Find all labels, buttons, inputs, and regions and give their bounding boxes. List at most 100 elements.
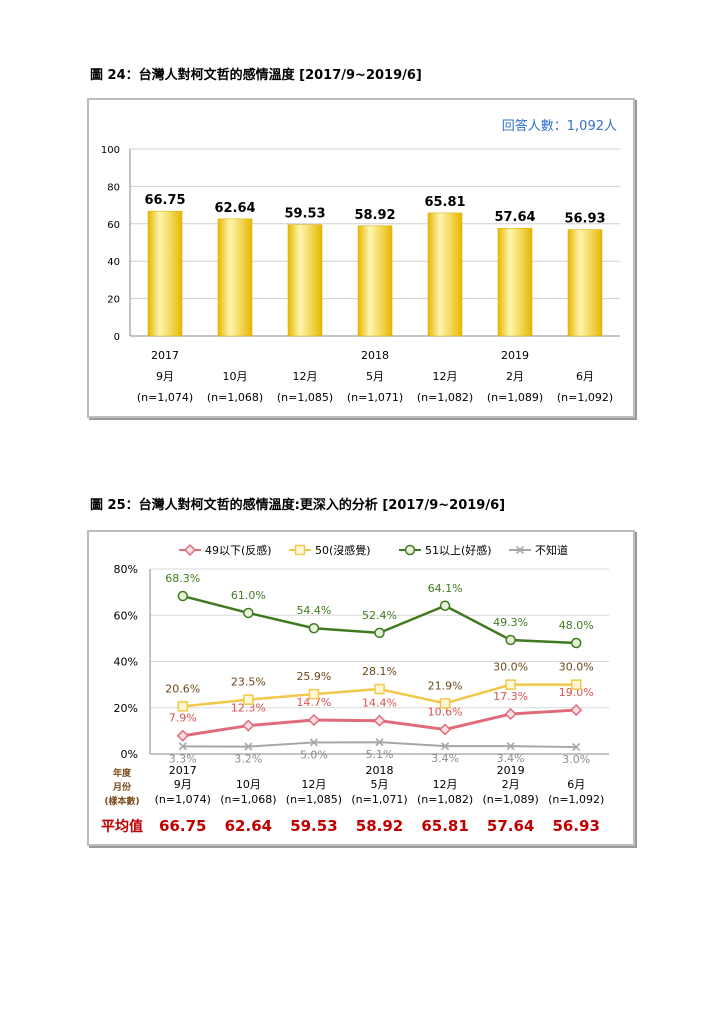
average-value: 65.81 bbox=[421, 817, 468, 835]
x-sample-label: (n=1,068) bbox=[207, 391, 263, 404]
data-point-x bbox=[441, 742, 450, 751]
average-value: 59.53 bbox=[290, 817, 337, 835]
data-label: 3.2% bbox=[234, 753, 262, 766]
series-1: 20.6% 23.5% 25.9% 28.1% 21.9% 30.0% 30.0% bbox=[165, 661, 594, 712]
average-value: 62.64 bbox=[225, 817, 272, 835]
data-point-square bbox=[308, 688, 320, 700]
data-label: 5.0% bbox=[300, 748, 328, 761]
series-0: 7.9% 12.3% 14.7% 14.4% 10.6% 17.3% 19.0% bbox=[169, 686, 594, 742]
x-month-label: 12月 bbox=[301, 778, 326, 791]
y-tick-label: 80% bbox=[114, 563, 138, 576]
x-year-label: 2017 bbox=[169, 764, 197, 777]
respondents-count: 回答人數：1,092人 bbox=[502, 118, 617, 134]
x-month-label: 12月 bbox=[293, 370, 318, 383]
data-point-square bbox=[374, 683, 385, 695]
data-label: 3.3% bbox=[169, 752, 197, 765]
data-label: 68.3% bbox=[165, 572, 200, 585]
x-sample-label: (n=1,074) bbox=[155, 793, 211, 806]
data-point-square bbox=[294, 544, 306, 556]
x-month-label: 10月 bbox=[236, 778, 261, 791]
data-label: 3.4% bbox=[431, 752, 459, 765]
bar bbox=[497, 227, 533, 337]
side-label: 月份 bbox=[112, 781, 132, 793]
data-label: 61.0% bbox=[231, 589, 266, 602]
average-value: 66.75 bbox=[159, 817, 206, 835]
figure-25-panel: 0% 20% 40% 60% 80% 7.9% 12.3% 14.7% 14.4% 10.6% 17… bbox=[87, 530, 635, 846]
x-sample-label: (n=1,071) bbox=[347, 391, 403, 404]
x-sample-label: (n=1,071) bbox=[351, 793, 407, 806]
bar-value-label: 65.81 bbox=[424, 195, 465, 210]
bar bbox=[217, 218, 253, 337]
data-point-x bbox=[309, 738, 318, 747]
data-label: 30.0% bbox=[559, 661, 594, 674]
legend-label: 51以上(好感) bbox=[425, 543, 492, 557]
data-label: 19.0% bbox=[559, 686, 594, 699]
x-month-label: 2月 bbox=[506, 370, 524, 383]
legend-label: 49以下(反感) bbox=[205, 544, 272, 557]
data-label: 28.1% bbox=[362, 665, 397, 678]
data-point-circle bbox=[308, 622, 320, 634]
data-point-square bbox=[570, 679, 582, 690]
x-month-label: 9月 bbox=[174, 778, 192, 791]
x-month-label: 12月 bbox=[433, 778, 458, 791]
side-label: 年度 bbox=[113, 767, 132, 779]
x-year-label: 2017 bbox=[151, 349, 179, 362]
x-sample-label: (n=1,092) bbox=[557, 391, 613, 404]
data-label: 17.3% bbox=[493, 690, 528, 703]
series-3: 3.3% 3.2% 5.0% 5.1% 3.4% 3.4% 3.0% bbox=[169, 738, 590, 766]
data-point-square bbox=[243, 694, 254, 705]
x-month-label: 9月 bbox=[156, 370, 174, 383]
data-point-circle bbox=[404, 544, 416, 556]
data-point-diamond bbox=[373, 714, 386, 727]
data-label: 54.4% bbox=[296, 604, 331, 617]
x-month-label: 5月 bbox=[366, 370, 384, 383]
data-point-x bbox=[375, 738, 384, 747]
data-point-diamond bbox=[176, 729, 189, 742]
average-value: 56.93 bbox=[552, 817, 599, 835]
x-sample-label: (n=1,082) bbox=[417, 391, 473, 404]
data-point-x bbox=[515, 545, 525, 555]
average-value: 58.92 bbox=[356, 817, 403, 835]
data-point-diamond bbox=[242, 719, 255, 732]
x-month-label: 2月 bbox=[502, 778, 520, 791]
data-label: 49.3% bbox=[493, 616, 528, 629]
data-point-circle bbox=[505, 634, 516, 646]
x-sample-label: (n=1,085) bbox=[277, 391, 333, 404]
data-label: 14.4% bbox=[362, 697, 397, 710]
data-label: 23.5% bbox=[231, 676, 266, 689]
average-label: 平均值 bbox=[101, 818, 143, 835]
data-point-x bbox=[572, 742, 581, 752]
x-month-label: 5月 bbox=[371, 778, 389, 791]
x-month-label: 6月 bbox=[567, 778, 585, 791]
figure-25-title: 圖 25：台灣人對柯文哲的感情溫度:更深入的分析 [2017/9~2019/6] bbox=[90, 498, 506, 513]
x-sample-label: (n=1,089) bbox=[483, 793, 539, 806]
data-point-diamond bbox=[439, 723, 452, 736]
bar-value-label: 62.64 bbox=[214, 201, 255, 216]
side-label: (樣本數) bbox=[104, 795, 139, 807]
bar bbox=[287, 224, 323, 337]
y-tick-label: 60 bbox=[107, 220, 120, 231]
legend-label: 50(沒感覺) bbox=[315, 543, 371, 557]
figure-24-panel: 回答人數：1,092人 0 20 40 60 80 100 66.75 2017 9月 (n=1,… bbox=[87, 98, 635, 418]
bar-value-label: 58.92 bbox=[354, 208, 395, 223]
bar-value-label: 56.93 bbox=[564, 212, 605, 227]
data-label: 20.6% bbox=[165, 682, 200, 695]
data-label: 14.7% bbox=[296, 696, 331, 709]
x-sample-label: (n=1,085) bbox=[286, 793, 342, 806]
data-point-diamond bbox=[570, 704, 583, 717]
x-month-label: 10月 bbox=[223, 370, 248, 383]
bar-value-label: 66.75 bbox=[144, 193, 185, 208]
x-sample-label: (n=1,082) bbox=[417, 793, 473, 806]
data-point-x bbox=[506, 742, 515, 751]
y-tick-label: 0 bbox=[114, 332, 120, 343]
data-label: 5.1% bbox=[366, 748, 394, 761]
bar bbox=[357, 225, 393, 337]
x-sample-label: (n=1,068) bbox=[220, 793, 276, 806]
series-2: 68.3% 61.0% 54.4% 52.4% 64.1% 49.3% 48.0% bbox=[165, 572, 594, 649]
y-tick-label: 20 bbox=[107, 295, 120, 306]
data-label: 21.9% bbox=[428, 679, 463, 692]
average-value: 57.64 bbox=[487, 817, 534, 835]
data-label: 10.6% bbox=[428, 705, 463, 718]
data-point-square bbox=[439, 698, 451, 709]
figure-24-title: 圖 24：台灣人對柯文哲的感情溫度 [2017/9~2019/6] bbox=[90, 68, 422, 83]
